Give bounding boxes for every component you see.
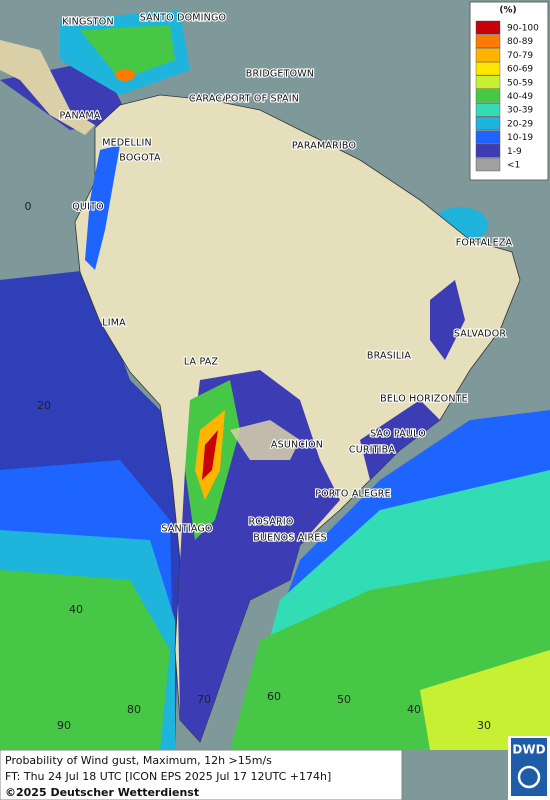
prob-field [115,69,135,81]
city-label: ASUNCION [271,440,323,451]
legend-label: 20-29 [507,119,533,129]
lon-label: 60 [267,690,281,703]
lat-label: 20 [37,399,51,412]
lon-label: 80 [127,703,141,716]
city-label: SALVADOR [454,329,507,340]
legend-swatch [475,102,501,117]
city-label: PORTO ALEGRE [315,489,391,500]
caption-box [0,749,403,800]
city-label: PORT OF SPAIN [225,94,299,105]
city-label: FORTALEZA [456,238,513,249]
legend-swatch [475,34,501,48]
caption-line: Probability of Wind gust, Maximum, 12h >… [5,754,272,767]
legend-title: (%) [499,6,516,16]
caption-line: FT: Thu 24 Jul 18 UTC [ICON EPS 2025 Jul… [5,770,331,783]
city-label: SANTIAGO [161,524,212,535]
city-label: BRIDGETOWN [246,69,314,80]
lon-label: 30 [477,719,491,732]
lon-label: 40 [407,703,421,716]
legend-swatch [475,75,501,90]
city-label: LIMA [102,318,126,329]
city-label: BUENOS AIRES [253,533,326,544]
legend-label: <1 [507,161,520,171]
legend-label: 90-100 [507,24,539,34]
legend-swatch [475,157,501,172]
prob-field [430,280,465,360]
lon-label: 90 [57,719,71,732]
prob-field [85,145,120,270]
city-label: SAO PAULO [370,429,426,440]
city-label: ROSARIO [248,517,293,528]
city-label: PANAMA [59,111,100,122]
legend-swatch [475,144,501,158]
lon-label: 70 [197,693,211,706]
logo-text: DWD [512,743,545,757]
legend-swatch [475,116,501,131]
prob-field [202,430,218,480]
legend-label: 10-19 [507,133,533,143]
legend-swatch [475,61,501,76]
prob-field [0,570,170,750]
lon-label: 50 [337,693,351,706]
legend-label: 60-69 [507,65,533,75]
legend-label: 80-89 [507,37,533,47]
legend-label: 1-9 [507,147,522,157]
city-label: LA PAZ [184,357,219,368]
city-label: BELO HORIZONTE [380,394,468,405]
caption-line: ©2025 Deutscher Wetterdienst [5,786,199,799]
legend-swatch [475,20,501,35]
city-label: BRASILIA [367,351,412,362]
land [230,420,300,460]
city-label: PARAMARIBO [292,141,356,152]
legend-label: 50-59 [507,78,533,88]
prob-field [420,650,550,750]
lat-label: 0 [25,200,32,213]
city-label: CARACAS [189,94,235,105]
city-label: SANTO DOMINGO [140,13,226,24]
city-label: CURITIBA [349,445,396,456]
land [0,40,95,135]
legend-swatch [475,130,501,144]
legend-label: 40-49 [507,92,533,102]
prob-field [80,25,175,80]
city-label: QUITO [72,202,104,213]
legend-label: 30-39 [507,106,533,116]
prob-field [360,400,440,480]
city-label: KINGSTON [62,17,114,28]
legend-swatch [475,48,501,62]
logo-swirl [517,765,541,789]
legend-swatch [475,89,501,103]
city-label: BOGOTA [119,153,161,164]
city-label: MEDELLIN [102,138,152,149]
lat-label: 40 [69,603,83,616]
legend-label: 70-79 [507,51,533,61]
